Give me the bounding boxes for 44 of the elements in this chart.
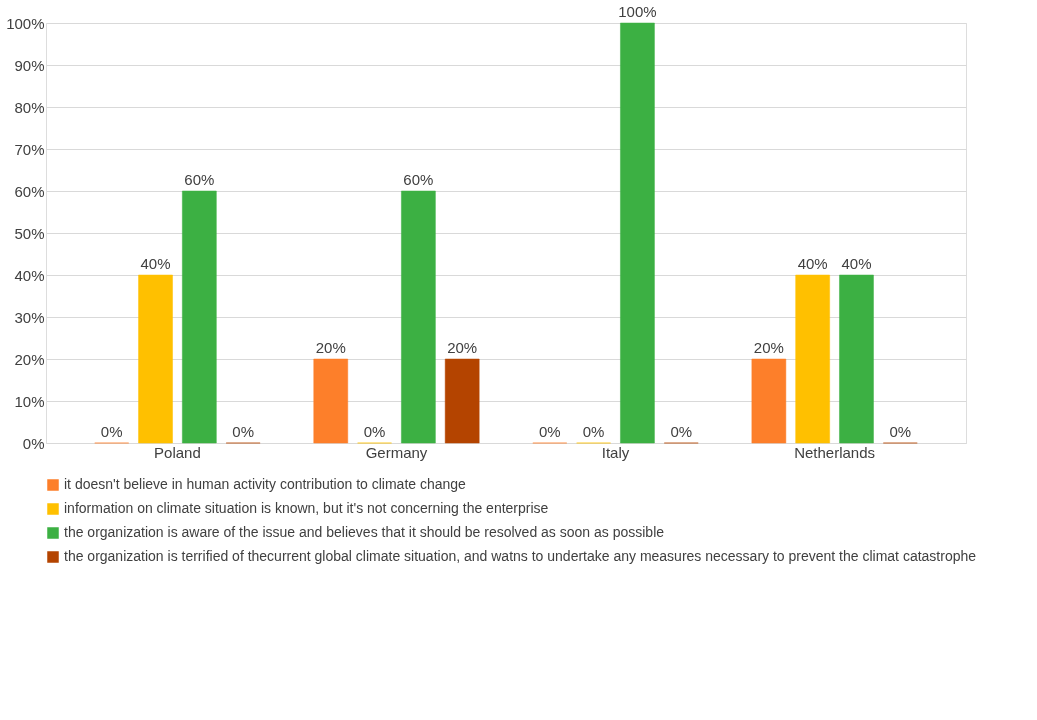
data-label: 40% xyxy=(140,255,171,272)
y-tick-label: 0% xyxy=(22,434,45,452)
bar xyxy=(444,358,480,444)
bar xyxy=(138,274,173,444)
data-label: 0% xyxy=(889,423,912,440)
data-label: 40% xyxy=(841,255,872,272)
x-tick-label: Italy xyxy=(601,443,630,461)
data-label: 60% xyxy=(184,171,215,188)
data-label: 20% xyxy=(315,339,346,356)
y-tick-label: 30% xyxy=(14,308,45,326)
y-tick-label: 70% xyxy=(14,140,45,158)
data-label: 100% xyxy=(618,3,657,20)
legend-label: the organization is terrified of thecurrent global climate situation, and watns to undertake any measures necessary to prevent the climat catastrophe xyxy=(64,548,977,564)
data-label: 0% xyxy=(582,423,605,440)
data-label: 0% xyxy=(363,423,386,440)
y-tick-label: 100% xyxy=(6,14,45,32)
data-label: 0% xyxy=(232,423,254,440)
x-tick-label: Poland xyxy=(154,443,201,461)
y-tick-label: 10% xyxy=(14,392,45,410)
bar xyxy=(620,22,655,444)
legend-label: it doesn't believe in human activity contribution to climate change xyxy=(64,476,467,492)
y-tick-label: 60% xyxy=(14,182,45,200)
y-tick-label: 20% xyxy=(14,350,45,368)
data-label: 40% xyxy=(797,255,828,272)
y-tick-label: 90% xyxy=(14,56,45,74)
data-label: 20% xyxy=(753,339,784,356)
bar xyxy=(313,358,349,444)
data-label: 0% xyxy=(670,423,693,440)
bar xyxy=(751,358,787,444)
y-tick-label: 80% xyxy=(14,98,45,116)
bar xyxy=(182,190,217,444)
legend-label: information on climate situation is known, but it's not concerning the enterprise xyxy=(64,500,549,516)
bar xyxy=(839,274,874,444)
bar xyxy=(401,190,436,444)
data-label: 20% xyxy=(447,339,478,356)
bar xyxy=(795,274,830,444)
x-tick-label: Netherlands xyxy=(794,443,876,461)
data-label: 60% xyxy=(403,171,434,188)
legend-label: the organization is aware of the issue and believes that it should be resolved as soon as possible xyxy=(64,524,665,540)
y-tick-label: 50% xyxy=(14,224,45,242)
data-label: 0% xyxy=(100,423,123,440)
data-label: 0% xyxy=(538,423,561,440)
y-tick-label: 40% xyxy=(14,266,45,284)
x-tick-label: Germany xyxy=(365,443,428,461)
